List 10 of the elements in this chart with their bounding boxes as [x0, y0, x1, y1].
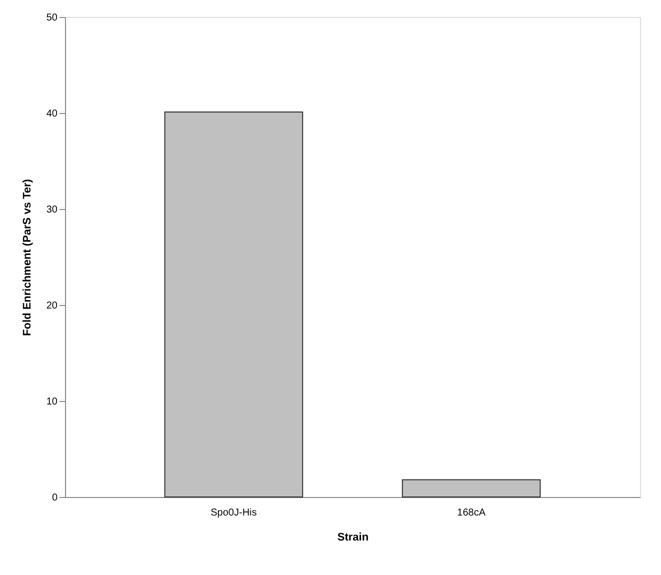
x-tick-label: 168cA [457, 508, 486, 518]
y-tick-label: 30 [46, 204, 58, 216]
y-tick-label: 50 [46, 12, 58, 24]
x-axis-title: Strain [337, 532, 369, 544]
y-tick-label: 10 [46, 396, 58, 408]
y-tick-label: 0 [52, 492, 58, 504]
y-tick-label: 20 [46, 300, 58, 312]
x-tick-label: Spo0J-His [210, 508, 257, 518]
y-axis-title: Fold Enrichment (ParS vs Ter) [21, 178, 34, 336]
y-tick-label: 40 [46, 108, 58, 120]
